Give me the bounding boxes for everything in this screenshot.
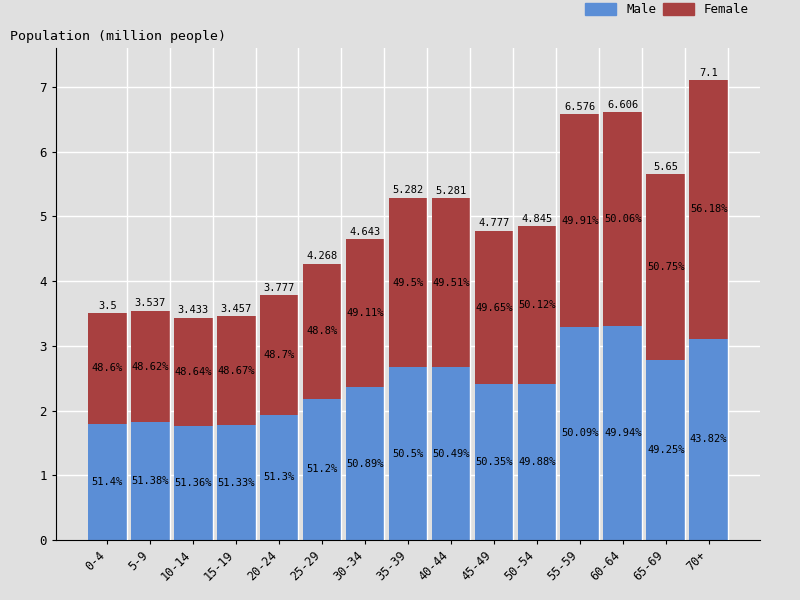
Text: 48.8%: 48.8% — [306, 326, 338, 336]
Text: 48.62%: 48.62% — [131, 362, 169, 371]
Bar — [646, 174, 685, 360]
Text: 48.6%: 48.6% — [92, 364, 123, 373]
Bar — [260, 295, 298, 415]
Text: 5.65: 5.65 — [654, 161, 678, 172]
Text: 48.7%: 48.7% — [263, 350, 294, 360]
Bar — [88, 313, 126, 424]
Text: 51.2%: 51.2% — [306, 464, 338, 474]
Text: 48.64%: 48.64% — [174, 367, 212, 377]
Text: 50.75%: 50.75% — [647, 262, 685, 272]
Text: 50.35%: 50.35% — [475, 457, 513, 467]
Text: 49.51%: 49.51% — [432, 278, 470, 288]
Bar — [131, 422, 170, 540]
Legend: Male, Female: Male, Female — [580, 0, 754, 21]
Bar — [432, 198, 470, 367]
Text: 49.88%: 49.88% — [518, 457, 556, 467]
Text: 50.06%: 50.06% — [604, 214, 642, 224]
Bar — [646, 360, 685, 540]
Text: 4.268: 4.268 — [306, 251, 338, 261]
Bar — [561, 114, 599, 327]
Text: 49.5%: 49.5% — [392, 278, 424, 287]
Text: 49.25%: 49.25% — [647, 445, 685, 455]
Text: Population (million people): Population (million people) — [10, 30, 226, 43]
Text: 50.12%: 50.12% — [518, 300, 556, 310]
Bar — [690, 338, 728, 540]
Bar — [302, 398, 342, 540]
Text: 50.09%: 50.09% — [561, 428, 598, 439]
Bar — [603, 112, 642, 326]
Bar — [474, 384, 514, 540]
Text: 49.94%: 49.94% — [604, 428, 642, 438]
Text: 51.4%: 51.4% — [92, 477, 123, 487]
Text: 49.91%: 49.91% — [561, 215, 598, 226]
Text: 56.18%: 56.18% — [690, 205, 727, 214]
Bar — [603, 326, 642, 540]
Text: 50.89%: 50.89% — [346, 458, 384, 469]
Text: 5.282: 5.282 — [392, 185, 424, 196]
Bar — [518, 226, 556, 383]
Text: 3.457: 3.457 — [221, 304, 252, 314]
Text: 51.3%: 51.3% — [263, 472, 294, 482]
Bar — [217, 425, 255, 540]
Text: 5.281: 5.281 — [435, 185, 466, 196]
Bar — [346, 387, 384, 540]
Bar — [389, 367, 427, 540]
Bar — [88, 424, 126, 540]
Text: 7.1: 7.1 — [699, 68, 718, 78]
Text: 49.11%: 49.11% — [346, 308, 384, 318]
Text: 4.845: 4.845 — [522, 214, 553, 224]
Text: 49.65%: 49.65% — [475, 302, 513, 313]
Text: 51.36%: 51.36% — [174, 478, 212, 488]
Bar — [302, 264, 342, 398]
Text: 48.67%: 48.67% — [218, 365, 255, 376]
Bar — [432, 367, 470, 540]
Text: 4.777: 4.777 — [478, 218, 510, 228]
Text: 50.49%: 50.49% — [432, 449, 470, 458]
Text: 43.82%: 43.82% — [690, 434, 727, 444]
Text: 3.433: 3.433 — [178, 305, 209, 315]
Bar — [389, 198, 427, 367]
Bar — [174, 318, 213, 426]
Bar — [174, 426, 213, 540]
Bar — [131, 311, 170, 422]
Text: 3.5: 3.5 — [98, 301, 117, 311]
Text: 6.606: 6.606 — [607, 100, 638, 110]
Text: 4.643: 4.643 — [350, 227, 381, 237]
Text: 51.33%: 51.33% — [218, 478, 255, 488]
Bar — [474, 231, 514, 384]
Bar — [518, 383, 556, 540]
Text: 6.576: 6.576 — [564, 102, 595, 112]
Bar — [561, 327, 599, 540]
Bar — [346, 239, 384, 387]
Text: 50.5%: 50.5% — [392, 449, 424, 458]
Bar — [260, 415, 298, 540]
Text: 51.38%: 51.38% — [131, 476, 169, 486]
Text: 3.777: 3.777 — [263, 283, 294, 293]
Text: 3.537: 3.537 — [134, 298, 166, 308]
Bar — [690, 80, 728, 338]
Bar — [217, 316, 255, 425]
